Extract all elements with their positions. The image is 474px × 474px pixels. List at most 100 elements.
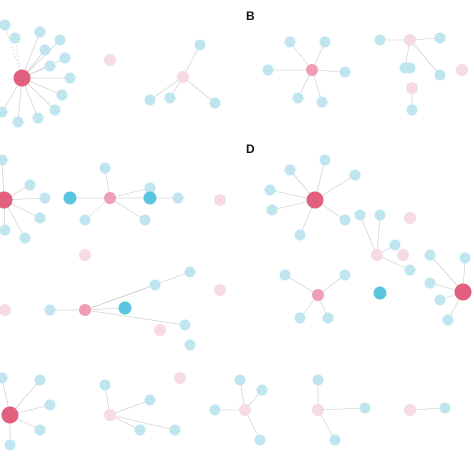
mirna-node — [349, 169, 361, 181]
mirna-node — [79, 214, 91, 226]
gene-node — [456, 64, 468, 76]
gene-node — [104, 192, 116, 204]
mirna-node — [139, 214, 151, 226]
mirna-node — [312, 374, 324, 386]
node-layer — [0, 19, 472, 451]
gene-node — [174, 372, 186, 384]
network-edge — [359, 214, 378, 256]
mirna-node — [44, 399, 56, 411]
mirna-node — [179, 319, 191, 331]
gene-node — [104, 54, 116, 66]
network-edge — [376, 254, 411, 271]
mirna-node — [39, 192, 51, 204]
gene-node — [404, 212, 416, 224]
mirna-node — [144, 394, 156, 406]
network-edge — [182, 44, 201, 78]
mirna-node — [164, 92, 176, 104]
mirna-node — [24, 179, 36, 191]
gene-node — [239, 404, 251, 416]
mirna-node — [234, 374, 246, 386]
network-edge — [21, 39, 61, 79]
mirna-node — [34, 26, 46, 38]
mirna-node — [39, 44, 51, 56]
mirna-node — [194, 39, 206, 51]
gene-node — [312, 289, 324, 301]
mirna-node — [19, 232, 31, 244]
network-edge — [84, 307, 126, 311]
network-edge — [4, 24, 23, 79]
mirna-node — [339, 66, 351, 78]
mirna-node — [354, 209, 366, 221]
network-edge — [317, 407, 366, 411]
network-edge — [109, 399, 151, 416]
mirna-node — [54, 34, 66, 46]
mirna-node — [284, 164, 296, 176]
mirna-node — [442, 314, 454, 326]
mirna-node — [389, 239, 401, 251]
mirna-node — [34, 424, 46, 436]
mirna-node — [292, 92, 304, 104]
mirna-node — [374, 209, 386, 221]
mirna-node — [439, 402, 451, 414]
mirna-node — [339, 214, 351, 226]
network-edge — [182, 76, 216, 104]
mirna-node — [149, 279, 161, 291]
gene-node — [104, 409, 116, 421]
gene-node — [1, 406, 19, 424]
gene-node — [371, 249, 383, 261]
mirna-node — [99, 379, 111, 391]
mirna-node — [424, 249, 436, 261]
gene-node — [404, 34, 416, 46]
mirna-node — [184, 266, 196, 278]
gene-node — [306, 64, 318, 76]
mirna-node — [0, 106, 8, 118]
mirna-node — [0, 154, 8, 166]
mirna-node — [118, 301, 132, 315]
mirna-node — [172, 192, 184, 204]
mirna-node — [99, 162, 111, 174]
mirna-node — [424, 277, 436, 289]
mirna-node — [49, 104, 61, 116]
gene-node — [0, 304, 11, 316]
network-edge — [149, 76, 184, 101]
edge-layer — [1, 24, 466, 445]
mirna-node — [12, 116, 24, 128]
gene-node — [306, 191, 324, 209]
mirna-node — [144, 182, 156, 194]
gene-node — [454, 283, 472, 301]
mirna-node — [374, 34, 386, 46]
mirna-node — [262, 64, 274, 76]
gene-node — [214, 284, 226, 296]
mirna-node — [254, 434, 266, 446]
mirna-node — [434, 294, 446, 306]
mirna-node — [44, 304, 56, 316]
mirna-node — [0, 19, 11, 31]
mirna-node — [134, 424, 146, 436]
gene-node — [406, 82, 418, 94]
mirna-node — [294, 229, 306, 241]
mirna-node — [264, 184, 276, 196]
mirna-node — [144, 94, 156, 106]
mirna-node — [34, 212, 46, 224]
mirna-node — [4, 439, 16, 451]
mirna-node — [34, 374, 46, 386]
gene-node — [177, 71, 189, 83]
mirna-node — [0, 372, 8, 384]
network-edge — [284, 274, 319, 296]
mirna-node — [319, 154, 331, 166]
mirna-node — [359, 402, 371, 414]
mirna-node — [294, 312, 306, 324]
mirna-node — [316, 96, 328, 108]
mirna-node — [266, 204, 278, 216]
mirna-node — [404, 264, 416, 276]
mirna-node — [284, 36, 296, 48]
mirna-node — [9, 32, 21, 44]
mirna-node — [56, 89, 68, 101]
mirna-node — [339, 269, 351, 281]
mirna-node — [434, 69, 446, 81]
network-edge — [84, 309, 186, 326]
mirna-node — [319, 36, 331, 48]
mirna-node — [169, 424, 181, 436]
mirna-node — [209, 97, 221, 109]
